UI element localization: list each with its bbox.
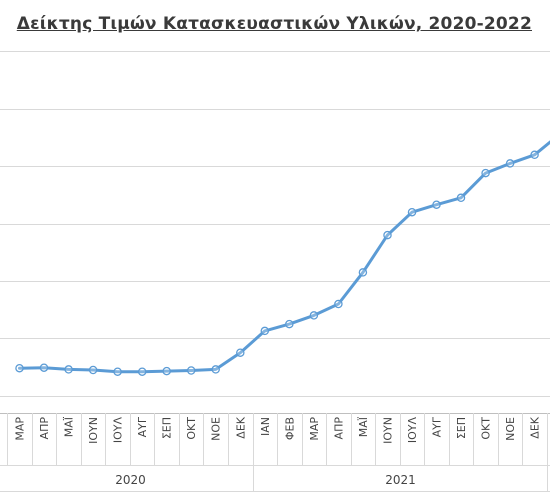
data-point	[407, 207, 417, 217]
x-tick-label: ΑΥΓ	[431, 416, 444, 437]
gridlines	[0, 51, 550, 397]
x-tick-label: ΙΟΥΛ	[112, 417, 125, 444]
x-group-label: 2021	[385, 473, 416, 487]
data-point	[113, 367, 122, 376]
x-tick-label: ΣΕΠ	[455, 417, 468, 439]
data-point	[505, 159, 515, 168]
series-layer	[15, 140, 550, 376]
x-tick-label: ΜΑΪ	[357, 416, 370, 437]
data-point	[530, 150, 539, 160]
data-point	[432, 200, 441, 209]
x-tick-label: ΜΑΡ	[14, 417, 27, 441]
x-tick-label: ΣΕΠ	[161, 417, 174, 439]
data-point	[15, 363, 24, 373]
data-point	[236, 348, 245, 357]
x-tick-labels: ΜΑΡ ΑΠΡ ΜΑΪ ΙΟΥΝ ΙΟΥΛ ΑΥΓ ΣΕΠ ΟΚΤ ΝΟΕ ΔΕΚ ΙΑΝ ΦΕΒ ΜΑ…	[14, 416, 542, 444]
x-tick-label: ΝΟΕ	[504, 417, 517, 441]
series-line	[18, 140, 550, 374]
x-tick-label: ΟΚΤ	[185, 417, 198, 440]
data-point	[285, 319, 294, 329]
data-point	[358, 268, 368, 277]
data-point	[88, 365, 98, 375]
data-point	[64, 365, 73, 374]
x-tick-label: ΑΠΡ	[38, 417, 51, 440]
data-point	[260, 326, 270, 336]
data-point	[383, 230, 392, 240]
x-tick-label: ΔΕΚ	[529, 416, 542, 438]
x-tick-label: ΜΑΪ	[63, 416, 76, 437]
x-tick-label: ΙΟΥΝ	[87, 417, 100, 444]
data-point	[481, 168, 490, 178]
data-point	[39, 363, 49, 372]
data-point	[334, 299, 343, 309]
x-tick-label: ΜΑΡ	[308, 417, 321, 441]
x-tick-label: ΝΟΕ	[210, 417, 223, 441]
x-tick-label: ΑΠΡ	[332, 417, 345, 440]
data-point	[309, 311, 319, 320]
data-point	[162, 366, 171, 376]
x-tick-label: ΙΟΥΛ	[406, 417, 419, 444]
data-point	[137, 367, 147, 376]
x-tick-label: ΔΕΚ	[234, 416, 247, 438]
x-axis: 2020 2021	[0, 413, 550, 492]
chart-title: Δείκτης Τιμών Κατασκευαστικών Υλικών, 20…	[16, 14, 532, 34]
data-point	[186, 366, 196, 375]
data-point	[211, 365, 220, 374]
x-tick-label: ΙΑΝ	[259, 417, 272, 436]
x-group-label: 2020	[115, 473, 146, 487]
data-point	[456, 193, 466, 203]
x-tick-label: ΑΥΓ	[136, 416, 149, 437]
x-tick-label: ΦΕΒ	[283, 417, 296, 440]
x-tick-label: ΙΟΥΝ	[381, 417, 394, 444]
x-tick-label: ΟΚΤ	[480, 417, 493, 440]
